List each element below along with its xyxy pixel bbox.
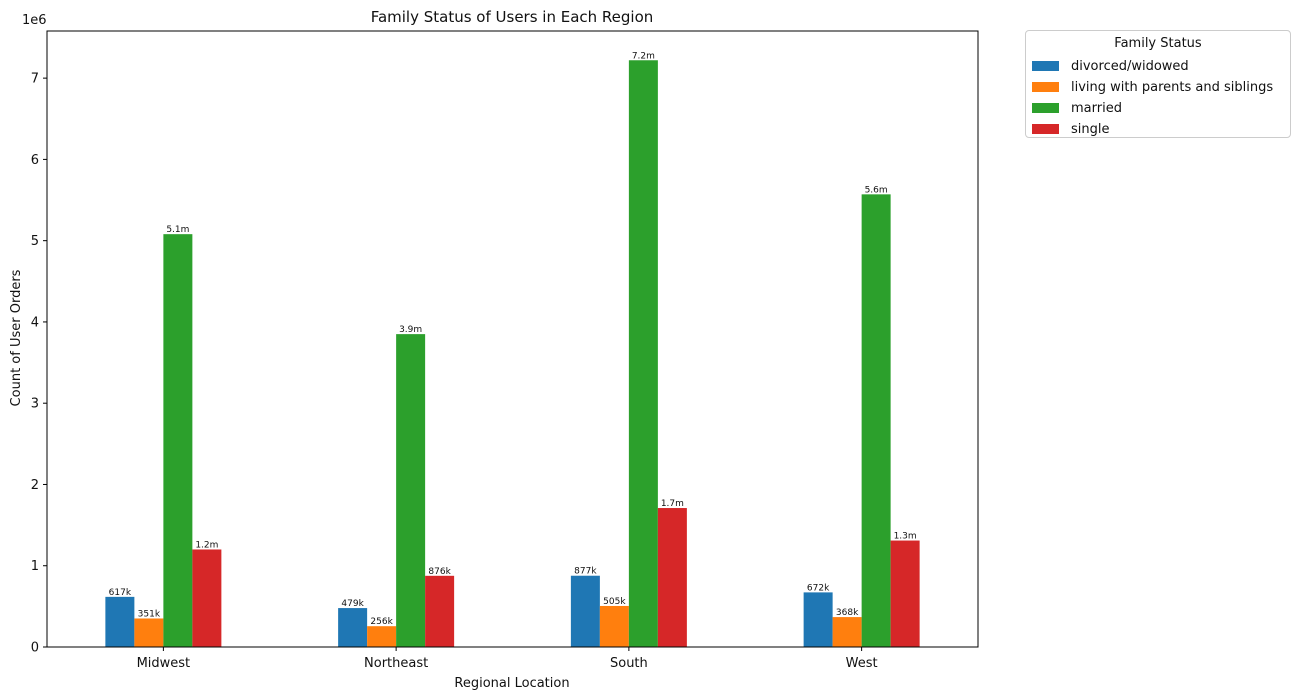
data-label: 351k	[138, 609, 161, 619]
y-tick-label: 7	[31, 72, 39, 87]
y-offset-label: 1e6	[22, 13, 47, 28]
legend-label: living with parents and siblings	[1071, 79, 1274, 95]
bar	[367, 626, 397, 647]
y-tick-label: 2	[31, 478, 39, 493]
y-tick-label: 5	[31, 234, 39, 249]
x-tick-label: South	[610, 656, 648, 671]
data-label: 505k	[603, 597, 626, 607]
chart-title: Family Status of Users in Each Region	[371, 8, 654, 26]
data-label: 1.7m	[661, 499, 684, 509]
legend-item-single: single	[1032, 121, 1110, 137]
legend-label: single	[1071, 121, 1110, 137]
x-tick-label: Northeast	[364, 656, 428, 671]
data-label: 256k	[370, 617, 393, 627]
bar	[803, 592, 833, 647]
bars-layer	[105, 60, 920, 648]
bar	[599, 605, 629, 647]
x-tick-label: West	[846, 656, 878, 671]
bar	[570, 575, 600, 647]
bar	[163, 234, 193, 647]
data-label: 5.1m	[166, 225, 189, 235]
plot-frame	[46, 30, 979, 648]
bar	[657, 508, 687, 647]
bar	[628, 60, 658, 648]
data-label: 368k	[836, 608, 859, 618]
data-label: 3.9m	[399, 325, 422, 335]
data-label: 876k	[428, 567, 451, 577]
y-tick-label: 0	[31, 641, 39, 656]
data-label: 7.2m	[632, 51, 655, 61]
legend-item-divorced-widowed: divorced/widowed	[1032, 58, 1189, 74]
axes-layer: 0 1 2 3 4 5 6 7 Midwest Northeast South West	[31, 30, 979, 671]
bar	[396, 334, 426, 647]
legend-swatch	[1032, 61, 1059, 71]
legend-item-married: married	[1032, 100, 1122, 116]
data-label: 877k	[574, 567, 597, 577]
bar	[890, 540, 920, 647]
data-label: 1.2m	[195, 540, 218, 550]
x-tick-label: Midwest	[137, 656, 191, 671]
data-label: 1.3m	[894, 532, 917, 542]
data-label: 479k	[341, 599, 364, 609]
legend-label: divorced/widowed	[1071, 58, 1189, 74]
legend-title: Family Status	[1114, 36, 1202, 51]
legend-swatch	[1032, 103, 1059, 113]
y-tick-label: 3	[31, 397, 39, 412]
y-tick-label: 4	[31, 315, 39, 330]
legend-swatch	[1032, 82, 1059, 92]
data-labels-layer: 617k 479k 877k 672k 351k 256k 505k 368k 5.1m 3.9m…	[109, 51, 917, 627]
data-label: 617k	[109, 588, 132, 598]
data-label: 672k	[807, 583, 830, 593]
data-label: 5.6m	[865, 185, 888, 195]
y-axis-label: Count of User Orders	[9, 269, 24, 406]
legend: Family Status divorced/widowed living wi…	[1025, 30, 1291, 138]
legend-label: married	[1071, 100, 1122, 116]
bar	[338, 608, 368, 647]
x-axis-label: Regional Location	[454, 676, 569, 691]
bar	[425, 575, 455, 647]
legend-swatch	[1032, 124, 1059, 134]
bar	[134, 618, 164, 647]
y-tick-label: 1	[31, 559, 39, 574]
legend-item-living-with-parents: living with parents and siblings	[1032, 79, 1273, 95]
bar	[192, 549, 222, 647]
y-tick-label: 6	[31, 153, 39, 168]
bar	[861, 194, 891, 647]
bar	[832, 617, 862, 647]
bar	[105, 596, 135, 647]
